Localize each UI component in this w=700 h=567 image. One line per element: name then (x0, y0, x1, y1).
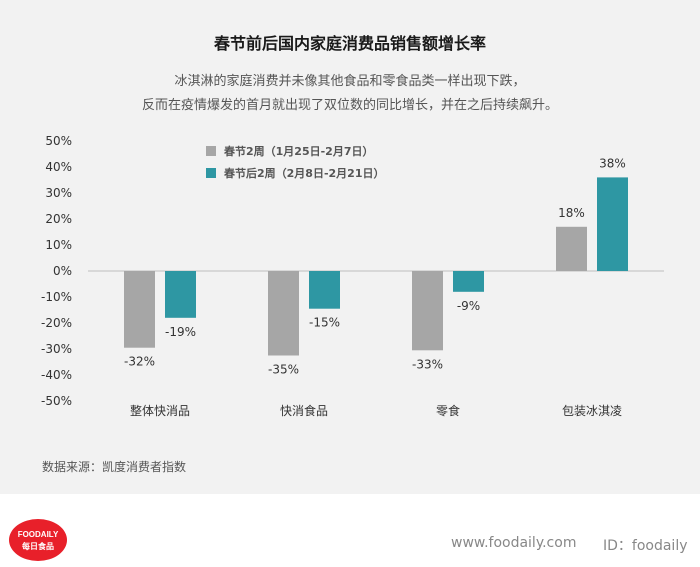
bar (597, 177, 628, 271)
footer-url: www.foodaily.com (451, 535, 577, 551)
data-label: -32% (124, 355, 155, 369)
y-tick-label: -50% (41, 394, 72, 408)
data-label: 18% (558, 206, 585, 220)
bar (556, 226, 587, 271)
data-label: -15% (309, 316, 340, 330)
y-tick-label: -20% (41, 316, 72, 330)
y-tick-label: -30% (41, 342, 72, 356)
y-tick-label: 50% (45, 134, 72, 148)
y-tick-label: -40% (41, 368, 72, 382)
bar-chart: 50% 40% 30% 20% 10% 0% -10% -20% -30% -40% -50% -32… (41, 134, 664, 418)
bar (124, 271, 155, 348)
legend-swatch (206, 168, 216, 178)
bar (268, 271, 299, 356)
data-label: -33% (412, 357, 443, 371)
y-tick-label: 30% (45, 186, 72, 200)
chart-subtitle-line-2: 反而在疫情爆发的首月就出现了双位数的同比增长，并在之后持续飙升。 (141, 98, 558, 113)
y-tick-label: 0% (53, 264, 72, 278)
bar (453, 271, 484, 292)
bar (412, 271, 443, 351)
bar (165, 271, 196, 318)
footer-id: ID：foodaily (603, 538, 688, 554)
data-label: 38% (599, 156, 626, 170)
legend-label: 春节后2周（2月8日-2月21日） (224, 166, 385, 180)
category-label: 整体快消品 (130, 403, 190, 418)
data-label: -9% (457, 299, 480, 313)
legend-swatch (206, 146, 216, 156)
category-label: 零食 (436, 403, 460, 418)
category-label: 包装冰淇凌 (562, 404, 622, 418)
data-label: -19% (165, 325, 196, 339)
data-label: -35% (268, 363, 299, 377)
chart-title: 春节前后国内家庭消费品销售额增长率 (213, 34, 486, 53)
chart-subtitle-line-1: 冰淇淋的家庭消费并未像其他食品和零食品类一样出现下跌， (174, 74, 526, 89)
y-tick-label: 20% (45, 212, 72, 226)
foodaily-logo: FOODAILY 每日食品 (9, 519, 67, 561)
data-source: 数据来源：凯度消费者指数 (42, 460, 187, 474)
y-tick-label: 10% (45, 238, 72, 252)
y-tick-label: -10% (41, 290, 72, 304)
logo-text-bottom: 每日食品 (22, 541, 54, 551)
y-tick-label: 40% (45, 160, 72, 174)
bar (309, 271, 340, 309)
category-label: 快消食品 (280, 403, 328, 418)
logo-text-top: FOODAILY (18, 530, 59, 539)
legend-label: 春节2周（1月25日-2月7日） (224, 144, 374, 158)
